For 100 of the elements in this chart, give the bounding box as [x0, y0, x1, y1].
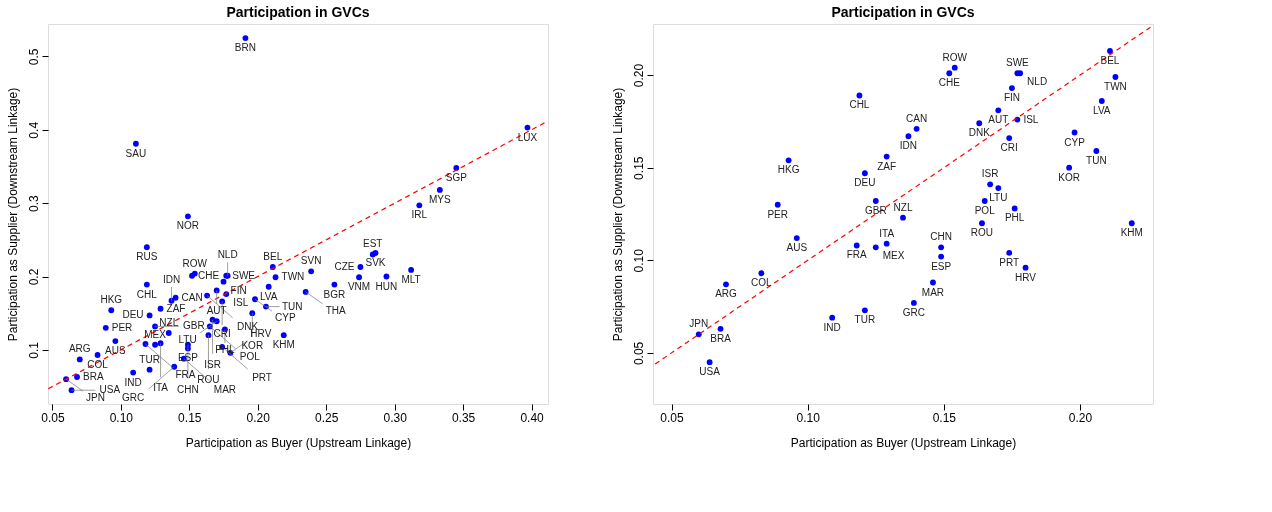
annotation: EST: [363, 238, 383, 250]
y-tick-label: 0.15: [631, 156, 646, 180]
x-axis-title: Participation as Buyer (Upstream Linkage): [185, 435, 412, 450]
annotation: COL: [751, 277, 773, 289]
annotation: PER: [111, 321, 133, 333]
annotation: ARG: [715, 288, 738, 300]
annotation: PER: [767, 208, 789, 220]
annotation: LTU: [989, 192, 1008, 204]
annotation: KHM: [1120, 227, 1143, 239]
annotation: GRC: [122, 391, 145, 403]
x-tick-label: 0.30: [383, 410, 408, 425]
point: [1011, 205, 1018, 212]
annotation: BRN: [234, 42, 256, 54]
annotation: NLD: [217, 248, 238, 260]
x-tick-label: 0.05: [41, 410, 65, 425]
annotation: IDN: [162, 273, 181, 285]
annotation: KHM: [272, 339, 295, 351]
point: [1071, 129, 1078, 136]
annotation: HRV: [1015, 271, 1037, 283]
point: [946, 70, 953, 77]
x-tick-label: 0.25: [315, 410, 339, 425]
annotation: GRC: [902, 306, 926, 318]
annotation: AUT: [206, 305, 227, 317]
point: [774, 201, 781, 208]
y-tick-label: 0.4: [26, 121, 41, 139]
x-tick-label: 0.10: [109, 410, 134, 425]
point: [723, 281, 729, 288]
annotation: SVK: [365, 257, 386, 269]
annotation: AUS: [105, 345, 126, 357]
point: [861, 307, 868, 314]
annotation: ITA: [153, 382, 169, 394]
annotation: IND: [823, 321, 841, 333]
annotation: CYP: [275, 312, 296, 324]
annotation: TUN: [1086, 155, 1107, 167]
chart-title: Participation in GVCs: [831, 4, 975, 20]
x-tick-label: 0.35: [451, 410, 476, 425]
annotation: ITA: [879, 227, 895, 239]
point: [905, 133, 912, 140]
annotation: IND: [124, 376, 142, 388]
annotation: NZL: [893, 201, 913, 213]
annotation: CHN: [930, 231, 952, 243]
y-tick-label: 0.05: [631, 341, 646, 366]
point: [987, 181, 994, 188]
y-tick-label: 0.20: [631, 63, 646, 88]
annotation: GBR: [183, 320, 205, 332]
point: [1006, 135, 1013, 141]
annotation: PRT: [999, 256, 1020, 268]
annotation: CYP: [1064, 136, 1086, 148]
annotation: BGR: [323, 288, 346, 300]
annotation: CHE: [198, 269, 220, 281]
y-tick-label: 0.10: [631, 248, 646, 273]
annotation: ISR: [204, 358, 221, 370]
point: [995, 107, 1002, 114]
annotation: MAR: [921, 286, 945, 298]
annotation: ROU: [197, 374, 220, 386]
annotation: KOR: [241, 340, 264, 352]
annotation: CHE: [938, 77, 961, 89]
annotation: CRI: [1000, 142, 1018, 154]
annotation: KOR: [1058, 171, 1080, 183]
annotation: FRA: [175, 368, 196, 380]
point: [853, 242, 860, 249]
annotation: NOR: [176, 220, 200, 232]
annotation: SWE: [1005, 57, 1030, 69]
x-axis-title: Participation as Buyer (Upstream Linkage): [790, 435, 1017, 450]
annotation: IRL: [411, 209, 428, 221]
annotation: AUT: [988, 114, 1009, 126]
point: [1009, 85, 1015, 91]
annotation: JPN: [689, 318, 709, 330]
annotation: TUN: [281, 300, 303, 312]
annotation: ESP: [931, 260, 952, 272]
y-axis-title: Participation as Supplier (Downstream Linkage): [5, 87, 20, 342]
point: [938, 253, 945, 260]
point: [981, 198, 988, 204]
annotation: USA: [699, 366, 721, 378]
annotation: NZL: [159, 316, 179, 328]
annotation: BRA: [83, 371, 104, 382]
point: [910, 299, 917, 306]
point: [695, 331, 702, 338]
annotation: AUS: [786, 242, 808, 254]
y-axis-title: Participation as Supplier (Downstream Linkage): [610, 87, 625, 342]
point: [829, 314, 836, 321]
y-tick-label: 0.5: [26, 48, 41, 66]
x-tick-label: 0.10: [796, 410, 821, 425]
annotation: TWN: [281, 271, 305, 283]
y-tick-label: 0.3: [26, 194, 41, 212]
annotation: CHL: [849, 99, 870, 111]
annotation: ROW: [942, 51, 968, 63]
point: [758, 270, 765, 277]
annotation: MEX: [882, 250, 905, 262]
annotation: ISR: [981, 168, 999, 180]
annotation: CAN: [906, 112, 928, 124]
annotation: ESP: [177, 352, 199, 364]
point: [856, 92, 863, 99]
point: [979, 220, 985, 227]
annotation: VNM: [347, 281, 371, 293]
annotation: ROW: [182, 257, 208, 269]
point: [976, 120, 983, 127]
point: [706, 359, 713, 366]
annotation: ROU: [970, 227, 994, 239]
annotation: ZAF: [166, 302, 186, 314]
